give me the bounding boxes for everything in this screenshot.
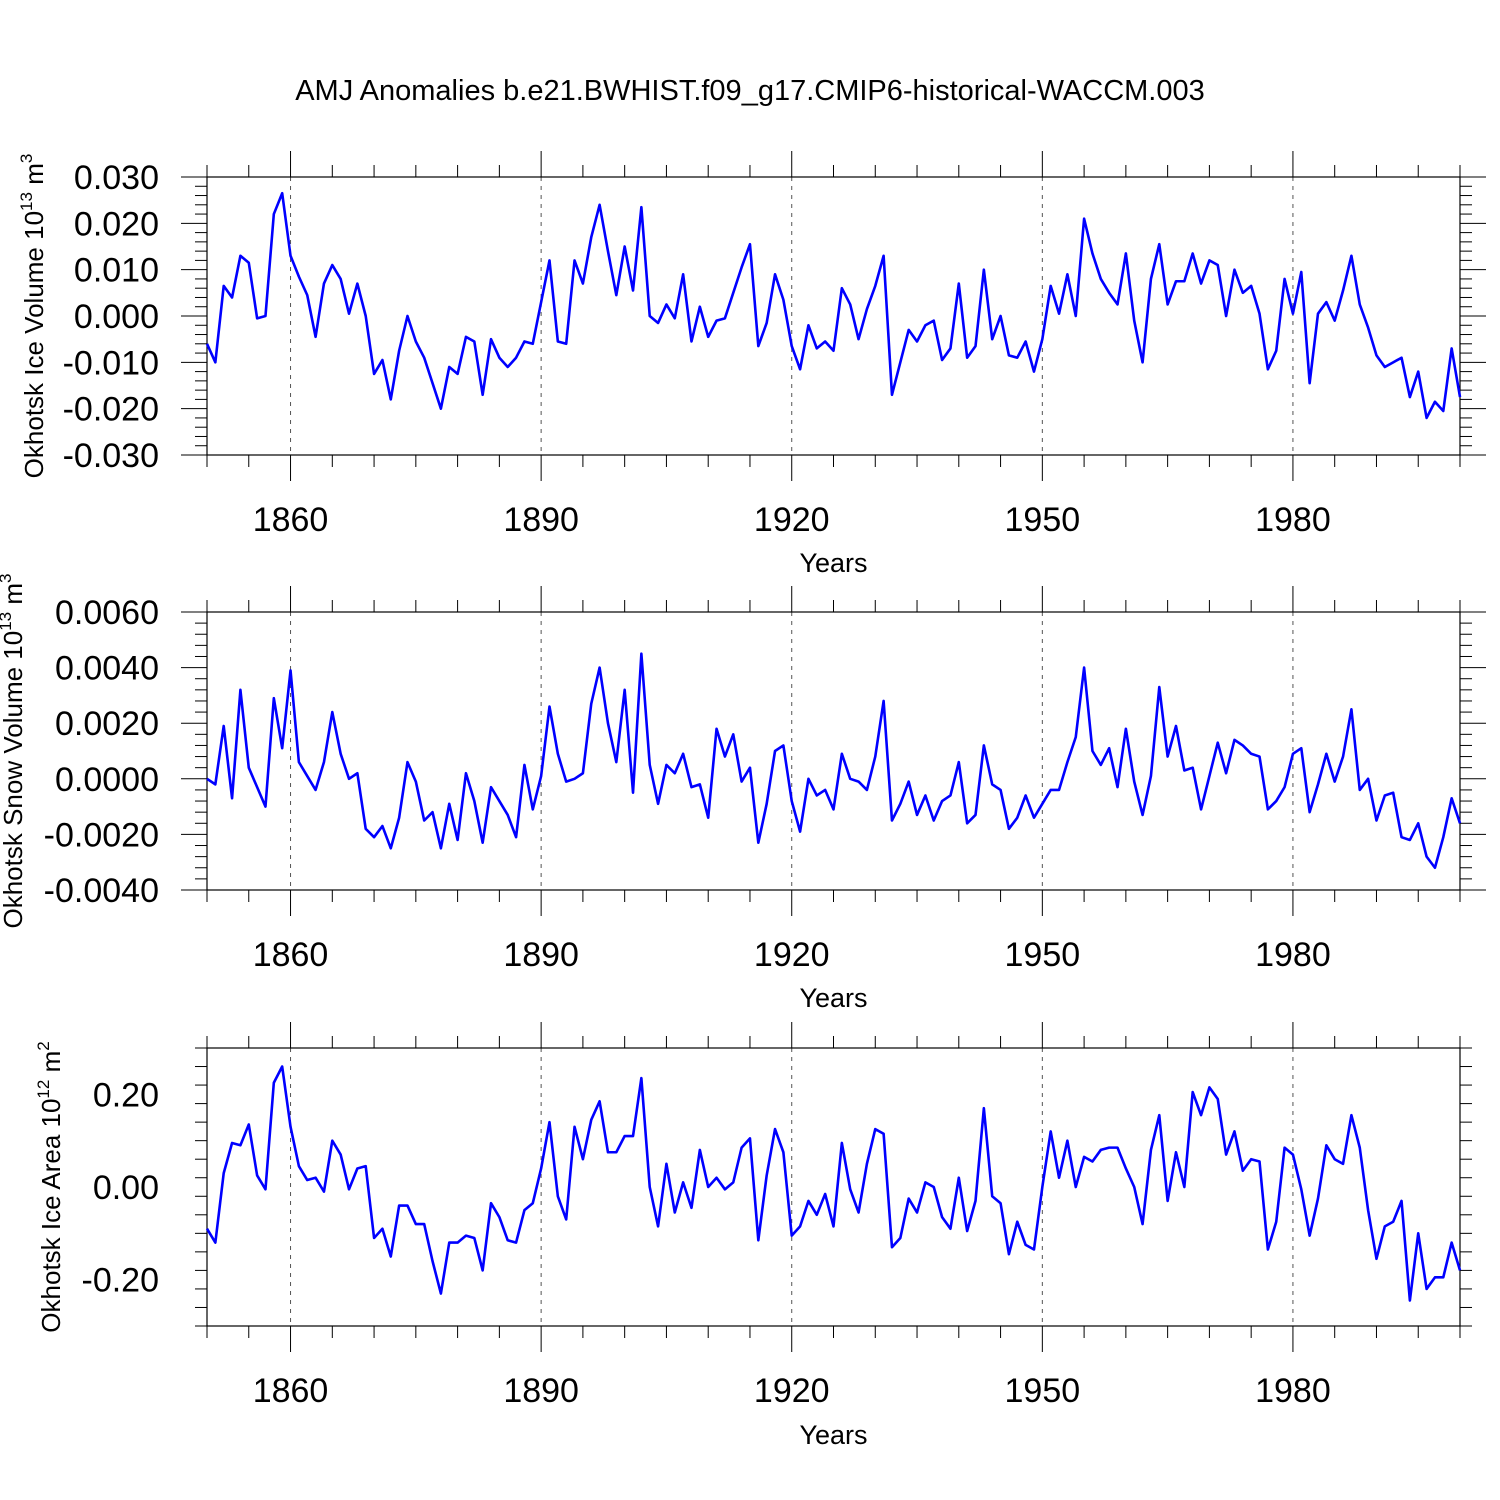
y-tick-label: 0.0020 [55, 705, 159, 743]
y-tick-label: 0.010 [74, 252, 159, 290]
x-tick-label: 1920 [754, 936, 830, 974]
series-line [206, 652, 1462, 870]
y-tick-label: 0.00 [93, 1169, 159, 1207]
panel-ice-volume: 1860 1890 1920 1950 1980 -0.030 -0.020 -0.010 0.… [17, 151, 1486, 578]
y-tick-label: 0.000 [74, 298, 159, 336]
panel-snow-volume: 1860 1890 1920 1950 1980 -0.0040 -0.0020 0.0000… [0, 574, 1486, 1013]
y-tick-label: 0.020 [74, 205, 159, 243]
series-line [205, 191, 1462, 420]
y-axis-label: Okhotsk Snow Volume 1013 m3 [0, 574, 28, 929]
plot-frame [206, 1047, 1461, 1327]
x-tick-label: 1950 [1005, 1372, 1081, 1410]
y-tick-label: 0.0060 [55, 594, 159, 632]
plot-frame [206, 176, 1461, 456]
plot-frame [206, 611, 1461, 891]
x-axis-label: Years [799, 983, 867, 1013]
chart-title: AMJ Anomalies b.e21.BWHIST.f09_g17.CMIP6… [295, 75, 1205, 107]
series-line [205, 1065, 1462, 1302]
x-tick-label: 1890 [503, 1372, 579, 1410]
x-tick-label: 1890 [503, 936, 579, 974]
x-tick-label: 1860 [253, 501, 329, 539]
x-tick-label: 1950 [1005, 936, 1081, 974]
x-tick-label: 1950 [1005, 501, 1081, 539]
y-tick-label: 0.0040 [55, 650, 159, 688]
y-tick-label: 0.0000 [55, 761, 159, 799]
panel-ice-area: 1860 1890 1920 1950 1980 -0.20 0.00 0.20 Years Ok… [34, 1022, 1472, 1450]
y-tick-label: -0.030 [63, 437, 159, 475]
x-axis-label: Years [799, 1420, 867, 1450]
x-tick-label: 1860 [253, 1372, 329, 1410]
x-tick-label: 1980 [1255, 501, 1331, 539]
x-tick-label: 1980 [1255, 1372, 1331, 1410]
x-tick-label: 1860 [253, 936, 329, 974]
y-tick-label: -0.020 [63, 391, 159, 429]
y-axis-label: Okhotsk Ice Area 1012 m2 [34, 1041, 66, 1332]
y-tick-label: 0.20 [93, 1076, 159, 1114]
x-tick-label: 1890 [503, 501, 579, 539]
x-tick-label: 1920 [754, 1372, 830, 1410]
y-tick-label: -0.20 [82, 1262, 160, 1300]
x-axis-label: Years [799, 548, 867, 578]
y-tick-label: -0.010 [63, 344, 159, 382]
y-tick-label: 0.030 [74, 159, 159, 197]
x-tick-label: 1920 [754, 501, 830, 539]
y-tick-label: -0.0020 [44, 816, 159, 854]
y-tick-label: -0.0040 [44, 872, 159, 910]
x-tick-label: 1980 [1255, 936, 1331, 974]
y-axis-label: Okhotsk Ice Volume 1013 m3 [17, 154, 49, 479]
